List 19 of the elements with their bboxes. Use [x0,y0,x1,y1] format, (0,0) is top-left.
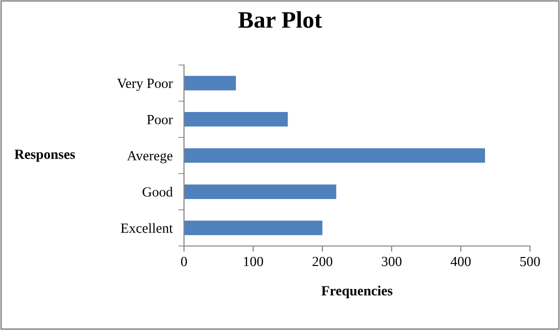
x-tick-label: 500 [520,256,540,266]
x-tick-label: 400 [450,256,471,266]
bar [184,220,322,236]
x-tick-label: 300 [382,256,402,266]
x-tick-label: 0 [181,256,187,266]
x-tick-label: 100 [244,256,264,266]
y-tick-label: Averege [127,151,172,164]
x-axis-title: Frequencies [321,286,392,298]
x-tick-label: 200 [312,256,332,266]
chart-title: Bar Plot [238,11,322,28]
bar [184,76,236,90]
y-axis-title: Responses [14,150,75,162]
y-tick-label: Very Poor [117,78,173,91]
y-tick-label: Excellent [120,223,173,233]
bar [184,148,486,163]
bar [184,112,288,127]
y-tick-label: Poor [147,115,173,124]
bar [184,184,336,199]
y-tick-label: Good [142,186,173,197]
